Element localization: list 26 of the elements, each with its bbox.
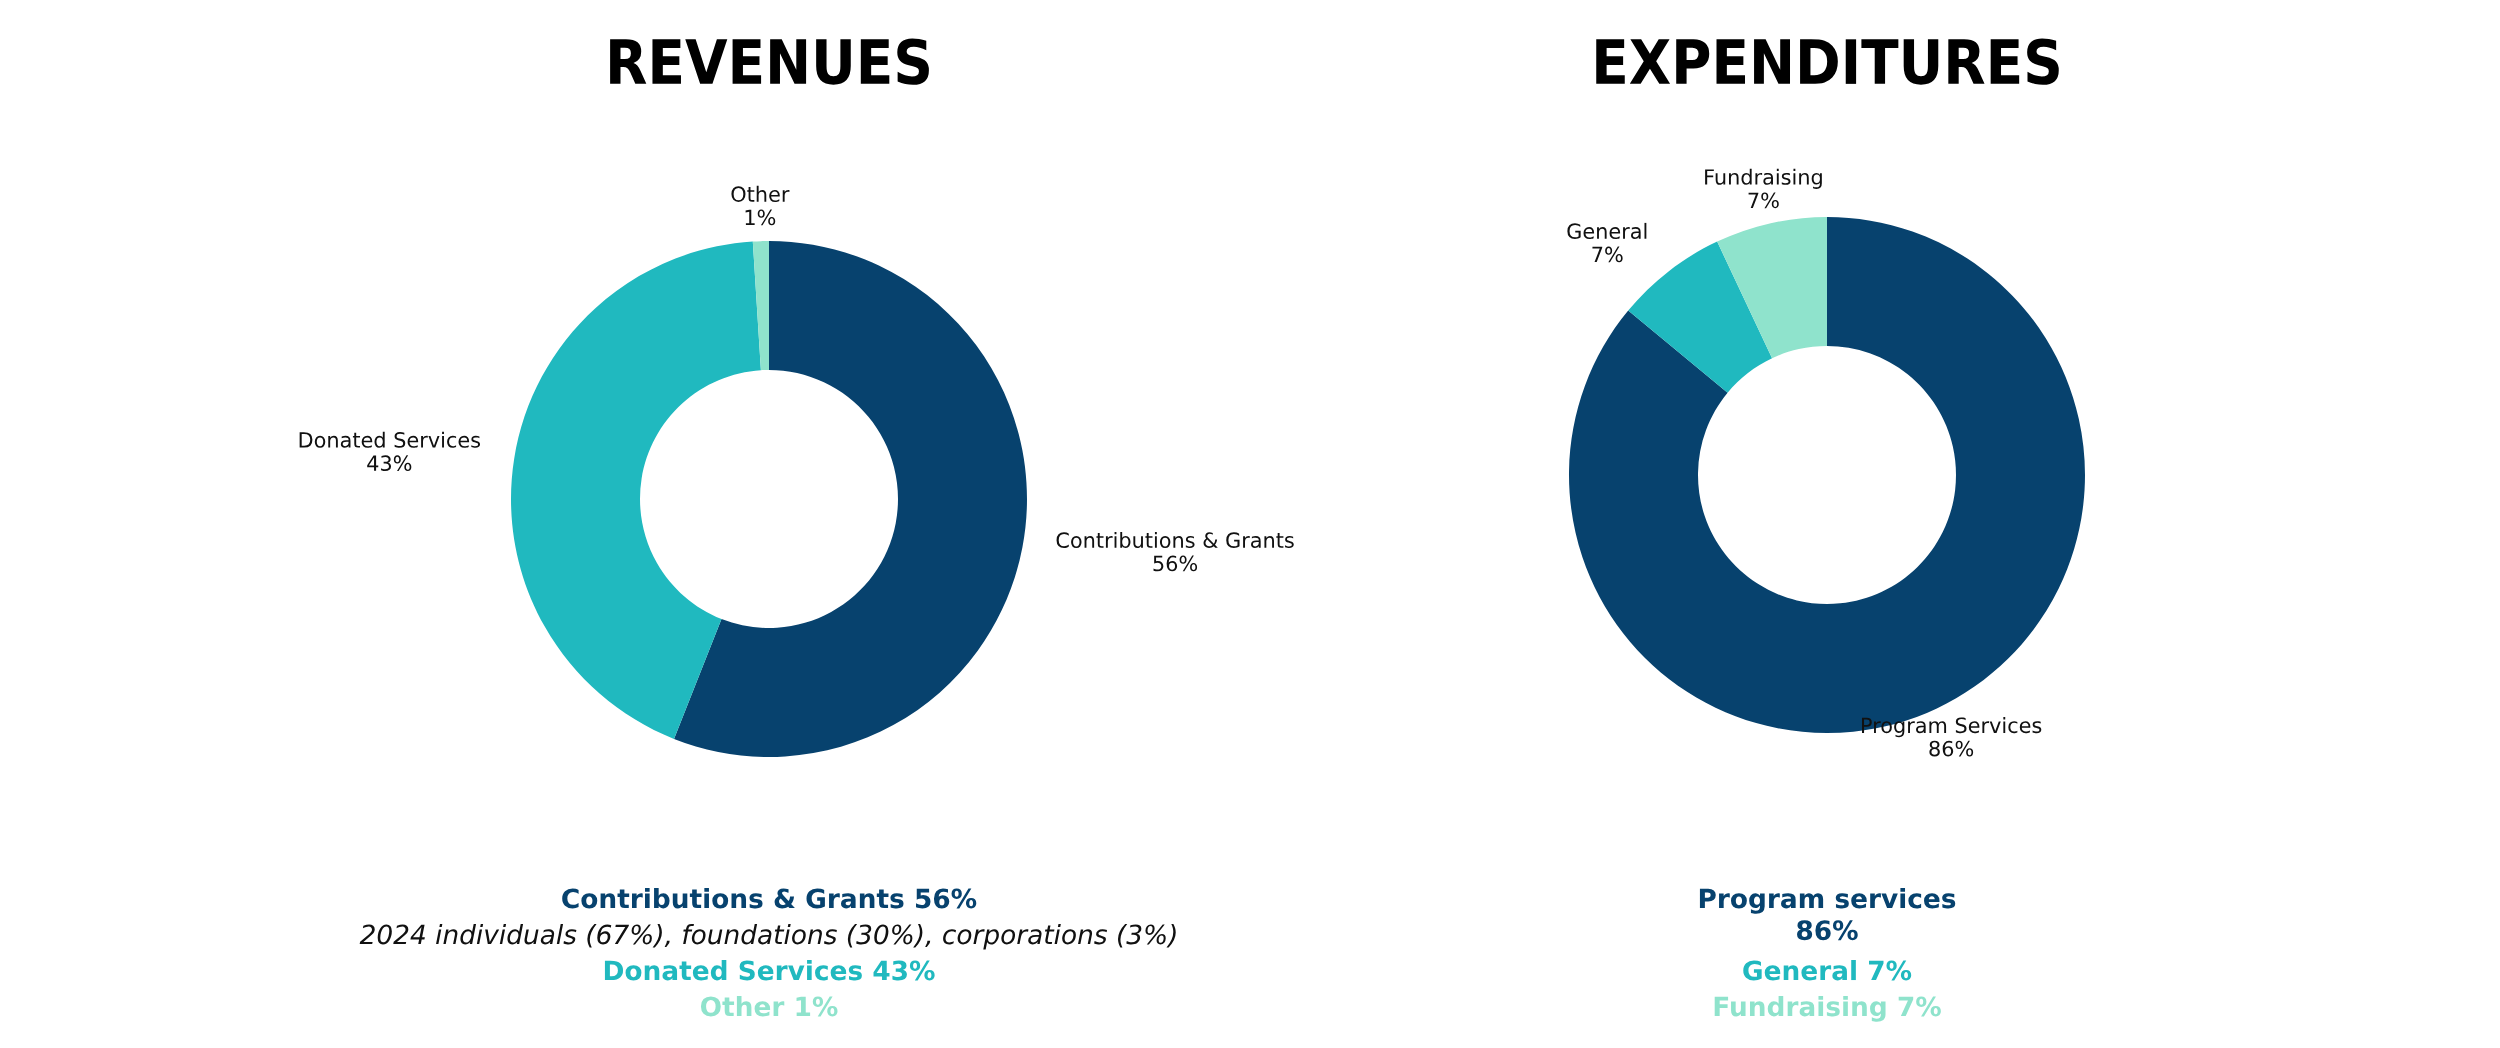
donut-slice <box>1717 217 1827 359</box>
text: Contributions & Grants 56% <box>562 888 977 909</box>
donut-slice <box>674 241 1027 757</box>
text: Fundraising 7% <box>1714 996 1941 1022</box>
slice-label: Donated Services <box>299 431 481 448</box>
text: Donated Services 43% <box>604 960 935 981</box>
slice-label: Contributions & Grants <box>1056 531 1294 549</box>
data-label: 56% <box>1153 555 1198 572</box>
slice-label: Other <box>731 185 790 202</box>
data-label: 1% <box>745 209 776 226</box>
text: 2024 individuals (67%), foundations (30%), corporations (3%) <box>359 924 1176 950</box>
donut-slice <box>1628 241 1773 393</box>
donut-slice <box>511 241 761 739</box>
text: Other 1% <box>700 996 838 1017</box>
data-label: 7% <box>1592 246 1623 263</box>
donut-slice <box>752 241 769 371</box>
data-label: 43% <box>367 455 412 472</box>
text: Program services 86% <box>1699 888 1956 941</box>
slice-label: Fundraising <box>1705 168 1822 189</box>
chart-title: REVENUES <box>610 38 929 85</box>
text: General 7% <box>1743 960 1912 981</box>
data-label: 86% <box>1929 740 1974 757</box>
data-label: 7% <box>1748 192 1779 209</box>
slice-label: General <box>1567 222 1647 240</box>
chart-title: EXPENDITURES <box>1596 38 2059 85</box>
slice-label: Program Services <box>1861 717 2042 738</box>
